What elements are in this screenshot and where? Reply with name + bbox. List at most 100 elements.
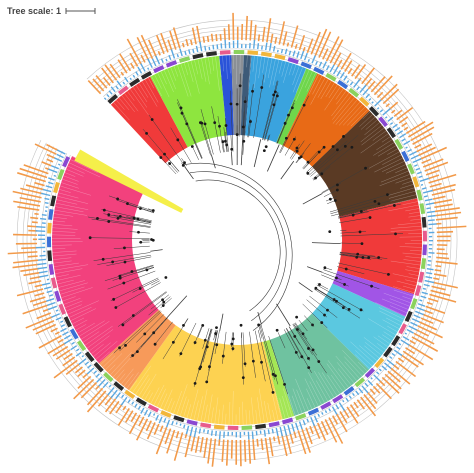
leaf-line: [147, 77, 155, 89]
outer-bar: [172, 27, 181, 49]
outer-bar: [73, 378, 95, 400]
leaf-line: [222, 55, 224, 72]
leaf-line: [55, 202, 89, 210]
inner-bar: [423, 195, 428, 198]
node: [243, 362, 247, 366]
leaf-line: [372, 130, 387, 141]
node: [311, 348, 315, 352]
inner-bar: [170, 49, 176, 59]
branch: [310, 134, 359, 177]
leaf-line: [56, 199, 78, 205]
leaf-line: [402, 180, 413, 185]
leaf-line: [335, 355, 358, 382]
inner-bar: [122, 81, 126, 85]
outer-bar: [86, 387, 104, 406]
inner-bar: [198, 428, 202, 434]
outer-bar: [402, 350, 424, 366]
inner-bar: [95, 373, 100, 378]
outer-bar: [408, 121, 434, 138]
node: [131, 314, 135, 317]
inner-bar: [44, 197, 50, 201]
leaf-line: [88, 335, 110, 352]
inner-bar: [189, 426, 194, 437]
leaf-line: [387, 325, 398, 333]
leaf-line: [229, 55, 231, 74]
inner-bar: [115, 85, 119, 90]
node: [287, 113, 290, 117]
node: [341, 306, 345, 310]
leaf-line: [405, 269, 420, 273]
leaf-line: [317, 79, 329, 98]
outer-bar: [415, 328, 429, 337]
outer-bar: [416, 143, 433, 153]
outer-bar: [63, 352, 73, 361]
inner-bar: [332, 66, 339, 75]
clade-wedges: [51, 54, 422, 426]
branch: [340, 231, 367, 234]
outer-bar: [436, 252, 448, 255]
leaf-line: [251, 397, 255, 425]
inner-bar: [425, 275, 433, 279]
node: [306, 171, 310, 175]
leaf-line: [123, 373, 134, 387]
branch: [289, 143, 300, 159]
outer-bar: [185, 38, 189, 47]
branch: [132, 278, 159, 293]
outer-bar: [382, 88, 400, 105]
leaf-line: [102, 355, 116, 368]
outer-bar: [434, 203, 453, 209]
backbone-arc: [189, 171, 287, 321]
outer-bar: [74, 366, 83, 374]
outer-bar: [25, 316, 53, 329]
node: [283, 383, 286, 386]
outer-bar: [199, 436, 204, 453]
outer-bar: [117, 408, 130, 426]
node: [229, 102, 233, 106]
outer-bar: [210, 33, 214, 42]
inner-bar: [331, 406, 338, 415]
leaf-line: [242, 401, 244, 425]
outer-bar: [435, 216, 458, 221]
leaf-line: [281, 61, 287, 77]
leaf-line: [379, 310, 403, 323]
marker-block: [63, 316, 72, 328]
node: [137, 230, 140, 234]
outer-bar: [203, 437, 208, 458]
outer-bar: [55, 349, 71, 360]
clade-navy: [240, 55, 252, 136]
inner-bar: [47, 301, 56, 306]
inner-bar: [253, 39, 256, 49]
leaf-line: [135, 84, 148, 103]
inner-bar: [171, 420, 174, 426]
leaf-line: [127, 90, 135, 101]
outer-bar: [433, 199, 452, 204]
branch: [230, 90, 234, 152]
outer-bar: [140, 34, 154, 60]
inner-bar: [42, 188, 52, 193]
outer-bar: [62, 356, 76, 367]
outer-bar: [420, 317, 434, 325]
inner-bar: [283, 425, 288, 436]
leaf-line: [327, 374, 341, 394]
leaf-line: [273, 388, 282, 420]
inner-bar: [41, 213, 47, 216]
node: [139, 207, 142, 210]
inner-bar: [268, 42, 272, 51]
node: [203, 122, 207, 126]
outer-bar: [433, 277, 440, 281]
marker-block: [53, 181, 60, 194]
outer-bar: [344, 60, 353, 72]
outer-bar: [30, 216, 39, 220]
leaf-line: [63, 175, 79, 182]
branch: [264, 92, 278, 141]
marker-block: [255, 423, 267, 430]
branch: [230, 151, 233, 166]
inner-bar: [84, 361, 90, 366]
node: [200, 121, 204, 125]
leaf-line: [402, 285, 416, 290]
branch: [154, 321, 173, 346]
leaf-line: [132, 365, 152, 393]
outer-bar: [29, 276, 41, 280]
outer-bar: [306, 38, 314, 54]
leaf-line: [65, 168, 84, 177]
